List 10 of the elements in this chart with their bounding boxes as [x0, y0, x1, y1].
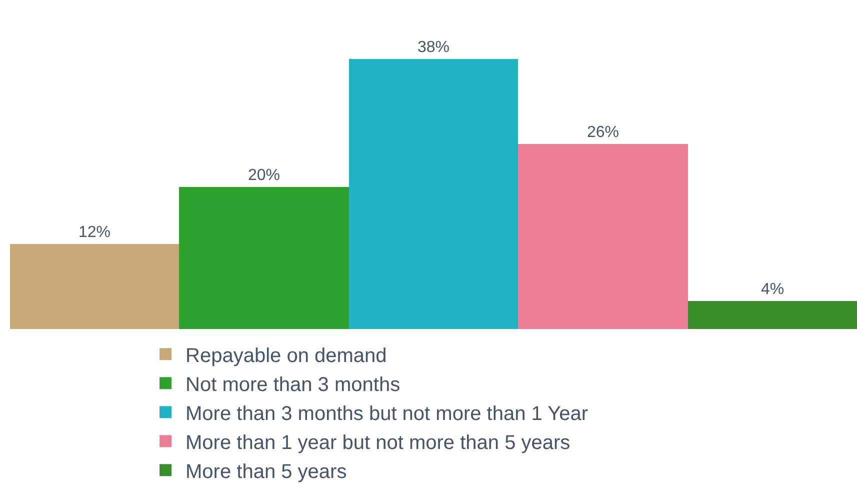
legend-label: More than 5 years: [186, 460, 347, 483]
data-label: 20%: [248, 167, 280, 184]
legend-label: More than 3 months but not more than 1 Year: [186, 402, 588, 425]
data-label: 4%: [760, 281, 784, 298]
data-label: 38%: [417, 39, 450, 56]
data-label: 26%: [586, 124, 620, 141]
legend-label: Not more than 3 months: [186, 374, 400, 396]
data-label: 12%: [78, 224, 111, 241]
legend-label: Repayable on demand: [186, 344, 387, 367]
legend-label: More than 1 year but not more than 5 years: [186, 432, 570, 454]
